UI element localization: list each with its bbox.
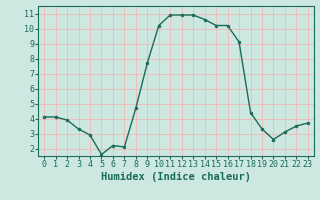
- X-axis label: Humidex (Indice chaleur): Humidex (Indice chaleur): [101, 172, 251, 182]
